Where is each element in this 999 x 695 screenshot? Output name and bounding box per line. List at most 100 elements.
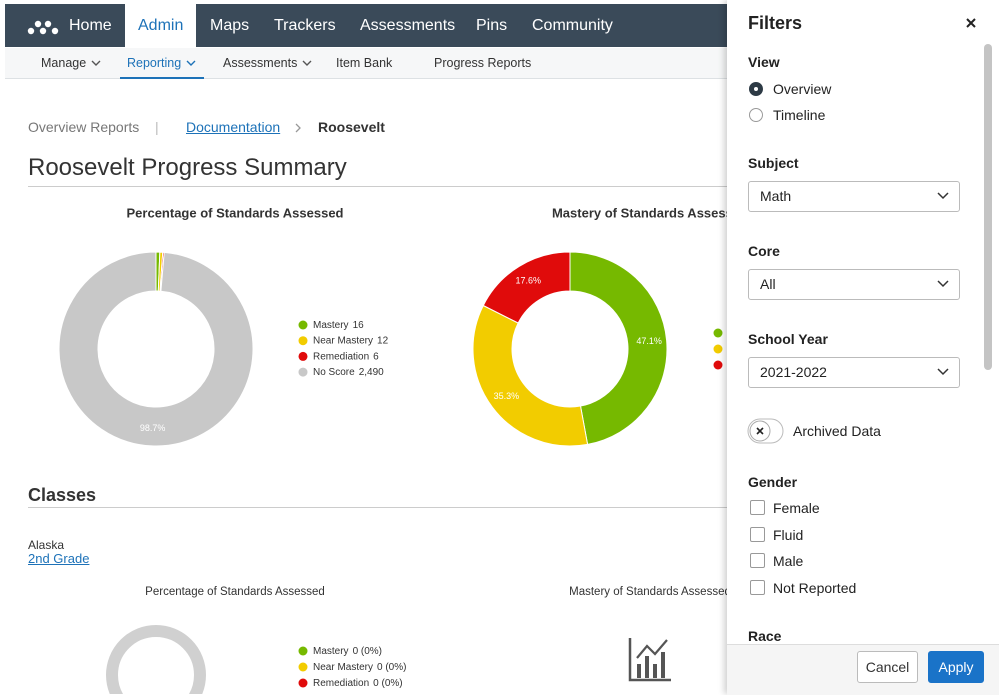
legend-swatch: [713, 360, 723, 370]
logo[interactable]: [27, 15, 59, 35]
chart-title: Percentage of Standards Assessed: [145, 586, 325, 598]
nav-item[interactable]: Maps: [210, 17, 250, 34]
nav-item-active[interactable]: Admin: [125, 4, 197, 47]
slice-label: 35.3%: [494, 391, 520, 401]
nav-item[interactable]: Community: [532, 17, 613, 34]
checkbox[interactable]: [750, 553, 765, 568]
class-link[interactable]: 2nd Grade: [28, 551, 90, 566]
breadcrumb-divider: |: [155, 119, 159, 135]
checkbox-label[interactable]: Not Reported: [773, 580, 857, 596]
legend-swatch: [298, 678, 308, 688]
school-name: Alaska: [28, 538, 65, 552]
checkbox[interactable]: [750, 580, 765, 595]
legend-name: Near Mastery: [313, 335, 373, 346]
panel-title: Filters: [748, 13, 803, 33]
filters-panel: Filters View Overview Timeline Subject M…: [727, 0, 999, 695]
radio-label[interactable]: Timeline: [773, 107, 826, 123]
close-button[interactable]: [965, 17, 977, 29]
subnav-item[interactable]: Item Bank: [336, 56, 393, 70]
empty-ring: [106, 625, 206, 694]
slice-label: 98.7%: [140, 423, 166, 433]
breadcrumb-current: Roosevelt: [318, 119, 385, 135]
subnav-item[interactable]: Progress Reports: [434, 56, 532, 70]
chart-title: Mastery of Standards Assessed: [552, 205, 727, 220]
legend-name: No Score: [313, 367, 355, 378]
checkbox[interactable]: [750, 500, 765, 515]
radio-selected[interactable]: [749, 82, 763, 96]
icon-bar: [645, 656, 649, 678]
nav-item[interactable]: Assessments: [360, 17, 456, 34]
legend-swatch: [298, 320, 308, 330]
select-value: All: [760, 276, 776, 292]
nav-item[interactable]: Pins: [476, 17, 508, 34]
nav-item[interactable]: Home: [69, 17, 112, 34]
chart-title: Percentage of Standards Assessed: [127, 205, 344, 220]
donut-slice: [569, 251, 668, 445]
checkbox-label[interactable]: Female: [773, 500, 820, 516]
filter-label: Core: [748, 243, 780, 259]
checkbox-label[interactable]: Male: [773, 553, 804, 569]
slice-label: 47.1%: [636, 336, 662, 346]
legend-entry: Near Mastery 0 (0%): [313, 662, 406, 673]
legend-name: Remediation: [313, 678, 369, 689]
divider: [28, 507, 727, 508]
filter-label: View: [748, 54, 780, 70]
legend-swatch: [298, 336, 308, 346]
subnav-item[interactable]: Manage: [41, 48, 102, 77]
icon-frame: [628, 638, 671, 682]
nav-item[interactable]: Trackers: [274, 17, 336, 34]
select[interactable]: Math: [748, 181, 960, 212]
sub-nav: Manage Reporting Assessments Item Bank P…: [5, 48, 727, 79]
select[interactable]: All: [748, 269, 960, 300]
donut-slice: [472, 304, 589, 447]
filter-label: Race: [748, 628, 782, 644]
filter-label: School Year: [748, 331, 828, 347]
scrollbar-thumb[interactable]: [984, 44, 992, 370]
legend-swatch: [298, 367, 308, 377]
legend-entry: Mastery 16: [313, 320, 364, 331]
divider: [28, 186, 727, 187]
select[interactable]: 2021-2022: [748, 357, 960, 388]
legend-entry: Remediation 0 (0%): [313, 678, 403, 689]
legend-entry: No Score 2,490: [313, 367, 384, 378]
legend-swatch: [713, 344, 723, 354]
legend-value: 2,490: [359, 367, 384, 378]
apply-button[interactable]: Apply: [928, 651, 984, 683]
radio[interactable]: [749, 108, 763, 122]
checkbox[interactable]: [750, 527, 765, 542]
radio-label[interactable]: Overview: [773, 81, 832, 97]
cancel-button[interactable]: Cancel: [857, 651, 918, 683]
legend-swatch: [298, 351, 308, 361]
page-title: Roosevelt Progress Summary: [28, 154, 347, 181]
breadcrumb-item[interactable]: Overview Reports: [28, 119, 140, 135]
breadcrumb-chevron: [295, 123, 301, 133]
legend-entry: Remediation 6: [313, 351, 379, 362]
charts: Percentage of Standards Assessed Mastery 1…: [58, 205, 727, 694]
section-heading: Classes: [28, 485, 97, 505]
checkbox-label[interactable]: Fluid: [773, 527, 804, 543]
legend-value: 16: [353, 320, 365, 331]
subnav-item[interactable]: Assessments: [223, 48, 313, 77]
donut-slice: [482, 251, 571, 324]
filter-label: Subject: [748, 155, 799, 171]
toggle[interactable]: [747, 418, 785, 444]
select-value: Math: [760, 188, 792, 204]
donut-slice: [58, 251, 254, 447]
chevron: [91, 60, 101, 66]
legend-swatch: [713, 328, 723, 338]
legend-swatch: [298, 662, 308, 672]
breadcrumb-link[interactable]: Documentation: [186, 119, 281, 135]
legend-swatch: [298, 646, 308, 656]
legend-value: 0 (0%): [373, 678, 402, 689]
toggle-label[interactable]: Archived Data: [793, 423, 881, 439]
icon-line: [636, 639, 668, 659]
filter-label: Gender: [748, 474, 798, 490]
legend-entry: Mastery 0 (0%): [313, 646, 382, 657]
chevron: [937, 280, 949, 288]
legend-value: 6: [373, 351, 379, 362]
subnav-label: Assessments: [223, 56, 298, 70]
subnav-item-active[interactable]: Reporting: [120, 48, 205, 79]
icon-bar: [637, 664, 641, 678]
